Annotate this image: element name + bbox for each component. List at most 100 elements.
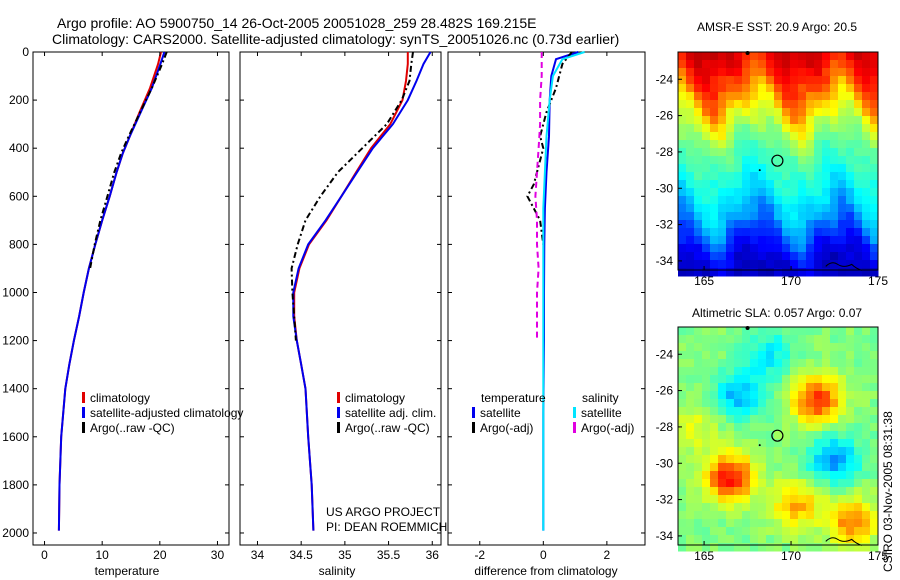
- map-cell: [790, 148, 799, 157]
- map-cell: [766, 252, 775, 261]
- map-cell: [830, 68, 839, 77]
- map-cell: [830, 236, 839, 245]
- map-cell: [854, 383, 863, 392]
- map-cell: [766, 204, 775, 213]
- map-cell: [702, 228, 711, 237]
- map-cell: [678, 383, 687, 392]
- map-cell: [694, 391, 703, 400]
- map-x-tick-label: 165: [694, 274, 714, 288]
- map-cell: [702, 407, 711, 416]
- map-cell: [686, 503, 695, 512]
- map-cell: [782, 343, 791, 352]
- map-cell: [830, 196, 839, 205]
- map-cell: [774, 543, 783, 552]
- map-cell: [830, 487, 839, 496]
- map-cell: [750, 495, 759, 504]
- map-cell: [710, 252, 719, 261]
- map-cell: [710, 375, 719, 384]
- map-cell: [822, 212, 831, 221]
- map-cell: [838, 156, 847, 165]
- map-cell: [678, 180, 687, 189]
- map-cell: [694, 351, 703, 360]
- map-cell: [798, 511, 807, 520]
- map-cell: [782, 543, 791, 552]
- map-cell: [718, 327, 727, 336]
- map-cell: [702, 343, 711, 352]
- map-cell: [766, 84, 775, 93]
- map-cell: [822, 439, 831, 448]
- map-cell: [726, 375, 735, 384]
- map-cell: [710, 244, 719, 253]
- map-cell: [814, 391, 823, 400]
- map-cell: [774, 100, 783, 109]
- map-cell: [782, 463, 791, 472]
- map-cell: [862, 220, 871, 229]
- map-cell: [870, 463, 879, 472]
- map-cell: [766, 487, 775, 496]
- map-cell: [726, 108, 735, 117]
- map-cell: [758, 100, 767, 109]
- map-cell: [686, 60, 695, 69]
- map-cell: [862, 196, 871, 205]
- map-cell: [758, 495, 767, 504]
- map-cell: [870, 439, 879, 448]
- map-cell: [686, 527, 695, 536]
- map-cell: [678, 415, 687, 424]
- map-cell: [846, 439, 855, 448]
- map-cell: [862, 447, 871, 456]
- map-cell: [870, 527, 879, 536]
- map-cell: [854, 172, 863, 181]
- map-cell: [870, 244, 879, 253]
- map-cell: [718, 172, 727, 181]
- map-cell: [710, 180, 719, 189]
- map-cell: [678, 487, 687, 496]
- map-cell: [838, 60, 847, 69]
- map-cell: [838, 148, 847, 157]
- map-cell: [694, 100, 703, 109]
- map-cell: [774, 479, 783, 488]
- map-cell: [782, 383, 791, 392]
- map-cell: [678, 367, 687, 376]
- map-cell: [766, 383, 775, 392]
- map-cell: [742, 399, 751, 408]
- map-cell: [790, 407, 799, 416]
- map-y-tick-label: -32: [656, 218, 674, 232]
- map-cell: [766, 236, 775, 245]
- map-cell: [694, 188, 703, 197]
- map-cell: [750, 455, 759, 464]
- map-cell: [782, 116, 791, 125]
- map-cell: [774, 495, 783, 504]
- map-cell: [750, 407, 759, 416]
- map-cell: [798, 415, 807, 424]
- map-cell: [742, 196, 751, 205]
- map-cell: [686, 76, 695, 85]
- map-cell: [806, 84, 815, 93]
- coastline: [825, 262, 862, 271]
- map-cell: [734, 260, 743, 269]
- map-cell: [870, 164, 879, 173]
- map-cell: [830, 268, 839, 277]
- map-cell: [814, 383, 823, 392]
- map-cell: [854, 60, 863, 69]
- map-cell: [830, 84, 839, 93]
- map-cell: [782, 431, 791, 440]
- map-cell: [766, 343, 775, 352]
- map-cell: [822, 415, 831, 424]
- map-cell: [694, 439, 703, 448]
- map-cell: [806, 180, 815, 189]
- map-cell: [702, 236, 711, 245]
- map-cell: [766, 535, 775, 544]
- map-cell: [710, 220, 719, 229]
- map-cell: [798, 455, 807, 464]
- map-cell: [774, 447, 783, 456]
- map-cell: [750, 375, 759, 384]
- map-cell: [742, 68, 751, 77]
- map-cell: [750, 220, 759, 229]
- figure-title-line2: Climatology: CARS2000. Satellite-adjuste…: [52, 31, 619, 47]
- map-cell: [862, 180, 871, 189]
- map-cell: [758, 252, 767, 261]
- map-cell: [854, 367, 863, 376]
- map-cell: [686, 351, 695, 360]
- x-tick-label: 0: [540, 548, 547, 562]
- map-cell: [822, 132, 831, 141]
